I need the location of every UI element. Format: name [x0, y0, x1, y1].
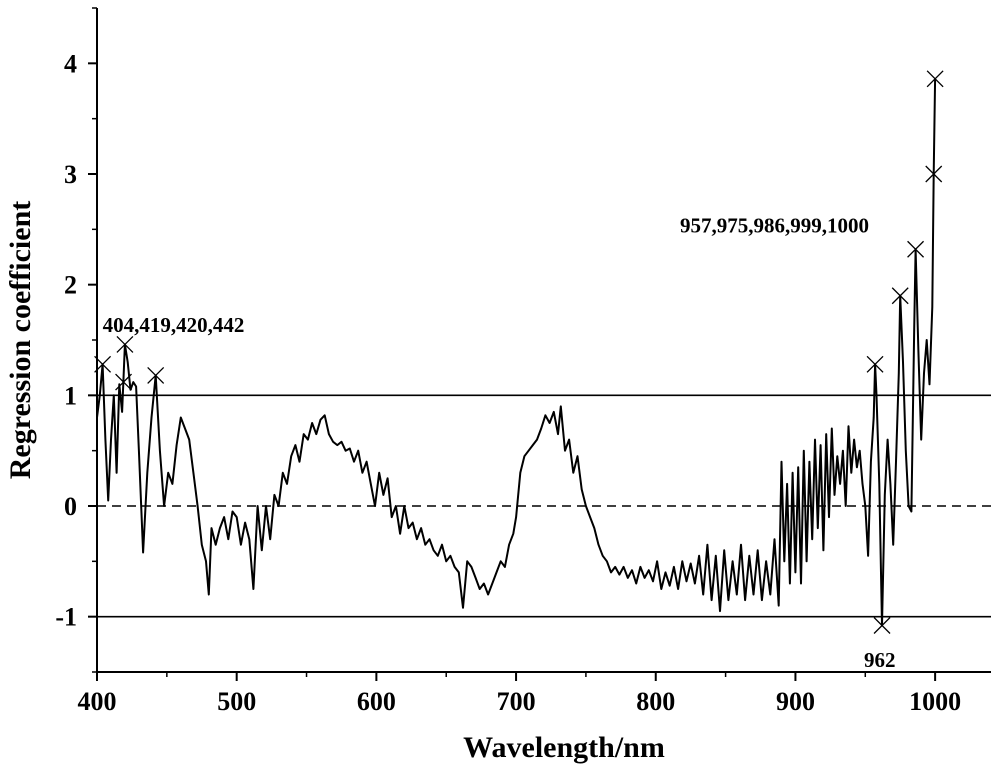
x-tick-label: 500: [217, 687, 256, 716]
y-tick-label: 0: [64, 492, 77, 521]
selected-wavelength-marker: [115, 373, 133, 391]
marker-stroke: [115, 373, 133, 391]
marker-stroke: [925, 165, 943, 183]
reference-lines: [97, 394, 991, 618]
axes: [96, 8, 991, 673]
y-tick-label: 1: [64, 381, 77, 410]
selected-wavelength-marker: [116, 335, 134, 353]
marker-group: [94, 70, 944, 634]
tick-group: 400 500 600 700 800 900 1000 -1 0 1 2 3 4: [55, 7, 961, 716]
series-group: [96, 78, 937, 627]
marker-stroke: [147, 366, 165, 384]
x-tick-label: 600: [357, 687, 396, 716]
y-tick-label: 4: [64, 49, 77, 78]
annotation-label: 962: [864, 648, 896, 672]
annotation-label: 404,419,420,442: [103, 313, 245, 337]
annotation-group: 404,419,420,442 957,975,986,999,1000 962: [103, 213, 896, 672]
x-tick-label: 900: [776, 687, 815, 716]
annotation-label: 957,975,986,999,1000: [680, 213, 869, 237]
y-axis-title: Regression coefficient: [4, 201, 37, 480]
selected-wavelength-marker: [873, 617, 891, 634]
selected-wavelength-marker: [926, 70, 944, 88]
marker-stroke: [907, 240, 925, 258]
marker-stroke: [926, 70, 944, 88]
x-tick-label: 400: [78, 687, 117, 716]
y-tick-label: -1: [55, 603, 77, 632]
x-axis-title: Wavelength/nm: [463, 731, 665, 764]
x-tick-label: 1000: [909, 687, 961, 716]
marker-stroke: [866, 355, 884, 373]
x-tick-label: 700: [497, 687, 536, 716]
selected-wavelength-marker: [925, 165, 943, 183]
selected-wavelength-marker: [147, 366, 165, 384]
y-tick-label: 2: [64, 271, 77, 300]
x-tick-label: 800: [636, 687, 675, 716]
marker-stroke: [891, 287, 909, 305]
marker-stroke: [116, 335, 134, 353]
selected-wavelength-marker: [866, 355, 884, 373]
y-tick-label: 3: [64, 160, 77, 189]
selected-wavelength-marker: [891, 287, 909, 305]
series-line: [96, 78, 937, 627]
selected-wavelength-marker: [907, 240, 925, 258]
marker-stroke: [873, 617, 891, 634]
